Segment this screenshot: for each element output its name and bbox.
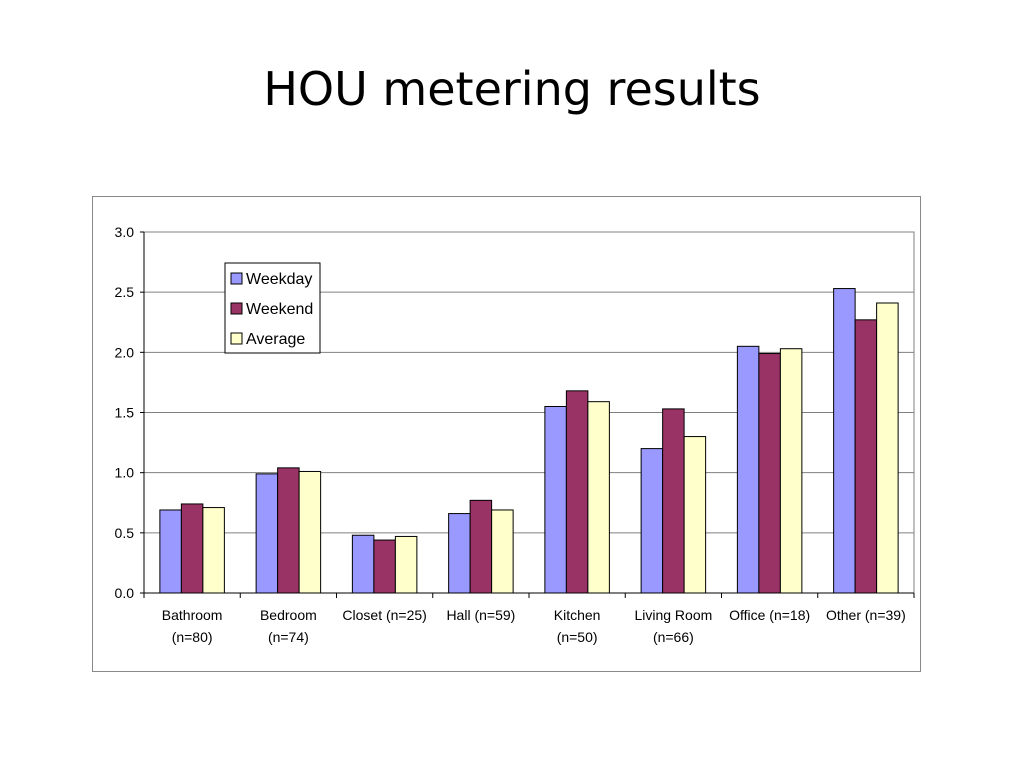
bar-weekday-1: [255, 473, 279, 594]
legend-swatch-average: [230, 332, 243, 345]
legend-swatch-weekday: [230, 272, 243, 285]
x-tick-label: (n=50): [557, 629, 598, 645]
bar-average-6: [779, 348, 803, 594]
x-tick-label: Bathroom: [162, 607, 223, 623]
bar-average-3: [491, 509, 514, 594]
y-tick-label: 1.0: [115, 465, 135, 481]
x-tick-label: (n=80): [172, 629, 213, 645]
y-tick-label: 2.5: [115, 284, 135, 300]
bar-weekend-6: [758, 353, 781, 594]
x-tick-label: Hall (n=59): [446, 607, 515, 623]
bar-weekend-2: [373, 539, 396, 594]
legend-label-weekend: Weekend: [246, 301, 313, 318]
bar-average-4: [587, 401, 610, 594]
x-tick-label: Closet (n=25): [342, 607, 426, 623]
x-tick-label: Other (n=39): [826, 607, 906, 623]
legend-swatch-weekend: [230, 302, 243, 315]
bar-weekday-0: [159, 509, 182, 594]
x-tick-label: Kitchen: [554, 607, 601, 623]
bars: [159, 288, 899, 594]
bar-weekday-6: [736, 345, 760, 594]
bar-weekend-3: [469, 499, 493, 594]
slide-title: HOU metering results: [263, 62, 761, 116]
bar-weekend-4: [565, 390, 589, 594]
bar-chart: 0.0 0.5 1.0 1.5 2.0 2.5 3.0 Bathroom (n=80) Bedro…: [115, 224, 915, 645]
bar-weekend-0: [180, 503, 204, 594]
bar-weekday-3: [448, 513, 471, 594]
bar-weekend-5: [662, 408, 685, 594]
legend-label-weekday: Weekday: [246, 271, 312, 288]
bar-weekday-5: [640, 448, 664, 594]
bar-average-0: [202, 507, 225, 594]
bar-average-5: [683, 436, 707, 594]
x-tick-label: Bedroom: [260, 607, 317, 623]
bar-weekday-2: [351, 534, 375, 594]
y-tick-label: 0.0: [115, 585, 135, 601]
axes: 0.0 0.5 1.0 1.5 2.0 2.5 3.0 Bathroom (n=80) Bedro…: [115, 224, 915, 645]
y-tick-label: 3.0: [115, 224, 135, 240]
x-tick-label: Office (n=18): [729, 607, 810, 623]
legend-label-average: Average: [246, 331, 305, 348]
y-tick-label: 2.0: [115, 344, 135, 360]
chart-frame: 0.0 0.5 1.0 1.5 2.0 2.5 3.0 Bathroom (n=80) Bedro…: [92, 196, 921, 672]
x-tick-label: (n=74): [268, 629, 309, 645]
bar-average-2: [394, 535, 418, 594]
bar-weekday-7: [833, 288, 856, 594]
x-tick-label: (n=66): [653, 629, 694, 645]
legend: Weekday Weekend Average: [224, 262, 321, 354]
bar-average-7: [876, 302, 899, 594]
bar-weekend-7: [854, 319, 878, 594]
y-tick-label: 1.5: [115, 405, 135, 421]
x-tick-label: Living Room: [634, 607, 712, 623]
bar-average-1: [298, 470, 322, 594]
bar-weekday-4: [544, 405, 567, 594]
bar-weekend-1: [277, 467, 300, 594]
y-tick-label: 0.5: [115, 525, 135, 541]
